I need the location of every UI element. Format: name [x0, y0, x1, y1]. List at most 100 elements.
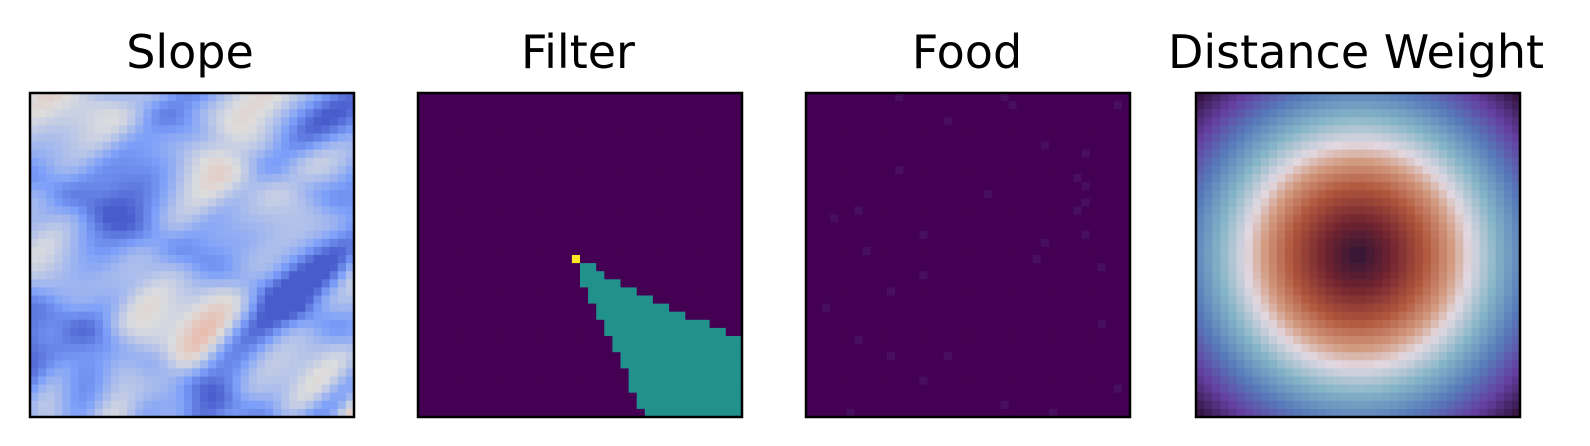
slope-heatmap-cell	[159, 263, 169, 272]
distance-weight-heatmap-cell	[1260, 101, 1270, 110]
distance-weight-heatmap-cell	[1414, 93, 1424, 102]
slope-heatmap-cell	[345, 400, 355, 410]
filter-heatmap-cell	[725, 408, 735, 418]
filter-heatmap-cell	[725, 400, 735, 410]
food-heatmap-cell	[1065, 222, 1074, 232]
filter-heatmap-cell	[458, 246, 468, 256]
food-heatmap-cell	[903, 400, 912, 410]
filter-heatmap-cell	[563, 408, 573, 418]
slope-heatmap-cell	[111, 222, 120, 232]
food-heatmap-cell	[870, 384, 880, 394]
food-heatmap-cell	[887, 222, 896, 232]
slope-heatmap-cell	[46, 255, 55, 264]
filter-heatmap-cell	[661, 125, 670, 135]
filter-heatmap-cell	[450, 165, 460, 175]
filter-heatmap-cell	[474, 157, 484, 167]
slope-heatmap-cell	[143, 206, 153, 216]
food-heatmap-cell	[1065, 311, 1074, 321]
filter-heatmap-cell	[531, 279, 541, 288]
filter-heatmap-cell	[434, 182, 443, 191]
food-heatmap-cell	[1057, 141, 1066, 151]
filter-heatmap-cell	[442, 368, 451, 378]
food-heatmap-cell	[976, 336, 985, 345]
food-heatmap-cell	[1089, 376, 1099, 386]
food-heatmap-cell	[878, 117, 888, 126]
slope-heatmap-cell	[289, 238, 298, 248]
food-heatmap-cell	[1113, 238, 1123, 248]
food-heatmap-cell	[976, 255, 985, 264]
slope-heatmap-cell	[167, 327, 177, 337]
slope-heatmap-cell	[240, 141, 250, 151]
slope-heatmap-cell	[119, 384, 128, 394]
food-heatmap-cell	[1065, 279, 1074, 288]
filter-heatmap-cell	[458, 303, 468, 313]
slope-heatmap-cell	[78, 117, 88, 126]
filter-heatmap-cell	[490, 311, 500, 321]
slope-heatmap-cell	[329, 327, 339, 337]
food-heatmap-cell	[927, 352, 937, 361]
food-heatmap-cell	[862, 238, 872, 248]
slope-heatmap-cell	[248, 327, 258, 337]
filter-heatmap-cell	[418, 157, 427, 167]
filter-heatmap-cell	[474, 222, 484, 232]
slope-heatmap-cell	[86, 344, 96, 353]
food-heatmap-cell	[1081, 336, 1091, 345]
food-heatmap-cell	[927, 246, 937, 256]
filter-heatmap-cell	[709, 165, 719, 175]
filter-heatmap-cell	[474, 246, 484, 256]
slope-heatmap-cell	[46, 190, 55, 199]
slope-heatmap-cell	[159, 238, 169, 248]
filter-heatmap-cell	[588, 408, 597, 418]
slope-heatmap-cell	[208, 141, 217, 151]
food-heatmap-cell	[1121, 255, 1131, 264]
filter-heatmap-cell	[596, 198, 605, 207]
slope-heatmap-cell	[78, 149, 88, 159]
filter-heatmap-cell	[482, 230, 492, 240]
slope-heatmap-cell	[208, 279, 217, 288]
filter-heatmap-cell	[644, 287, 654, 297]
filter-heatmap-cell	[434, 336, 443, 345]
filter-heatmap-cell	[596, 174, 605, 183]
filter-heatmap-cell	[507, 206, 516, 216]
filter-heatmap-cell	[507, 311, 516, 321]
food-heatmap-cell	[959, 336, 969, 345]
slope-heatmap-cell	[216, 206, 225, 216]
filter-heatmap-cell	[725, 376, 735, 386]
food-heatmap-cell	[1105, 190, 1115, 199]
filter-heatmap-cell	[490, 101, 500, 110]
slope-heatmap-cell	[54, 109, 63, 118]
food-heatmap-cell	[1073, 149, 1082, 159]
food-heatmap-cell	[943, 263, 953, 272]
filter-heatmap-cell	[531, 149, 541, 159]
filter-heatmap-cell	[466, 336, 476, 345]
food-heatmap-cell	[943, 198, 953, 207]
food-heatmap-cell	[927, 125, 937, 135]
distance-weight-heatmap-cell	[1244, 109, 1254, 118]
filter-heatmap-cell	[685, 360, 694, 369]
filter-heatmap-cell	[482, 133, 492, 143]
filter-heatmap-cell	[450, 384, 460, 394]
filter-heatmap-cell	[539, 165, 549, 175]
slope-heatmap-cell	[30, 246, 39, 256]
food-heatmap-cell	[951, 319, 961, 329]
slope-heatmap-cell	[46, 101, 55, 110]
food-heatmap-cell	[1040, 238, 1050, 248]
filter-heatmap-cell	[636, 238, 646, 248]
filter-heatmap-cell	[515, 230, 524, 240]
filter-heatmap-cell	[434, 238, 443, 248]
filter-heatmap-cell	[580, 384, 589, 394]
slope-heatmap-cell	[289, 174, 298, 183]
filter-heatmap-cell	[458, 400, 468, 410]
food-heatmap-cell	[1089, 157, 1099, 167]
filter-heatmap-cell	[733, 360, 743, 369]
food-heatmap-cell	[1057, 190, 1066, 199]
distance-weight-heatmap-cell	[1447, 93, 1456, 102]
food-heatmap-cell	[1032, 165, 1042, 175]
filter-heatmap-cell	[580, 149, 589, 159]
filter-heatmap-cell	[620, 384, 630, 394]
slope-heatmap-cell	[264, 157, 274, 167]
filter-heatmap-cell	[539, 238, 549, 248]
slope-heatmap-cell	[46, 93, 55, 102]
food-heatmap-cell	[887, 246, 896, 256]
filter-heatmap-cell	[693, 336, 703, 345]
